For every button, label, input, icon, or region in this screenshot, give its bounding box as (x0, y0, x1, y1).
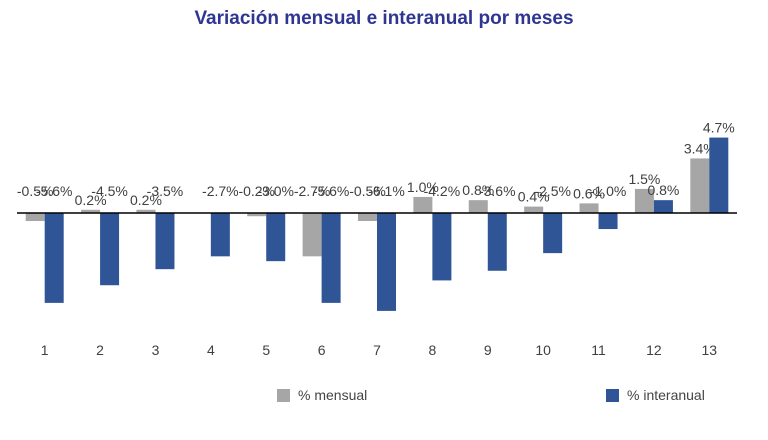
x-tick-label-10: 10 (535, 342, 551, 358)
bar-mensual-9 (468, 200, 488, 213)
data-label-mensual-8: 1.0% (407, 179, 439, 195)
data-label-mensual-6: -2.7% (294, 183, 331, 199)
data-label-interanual-1: -5.6% (36, 183, 73, 199)
x-tick-label-5: 5 (262, 342, 270, 358)
data-label-interanual-10: -2.5% (534, 183, 571, 199)
x-tick-label-3: 3 (152, 342, 160, 358)
data-label-mensual-5: -0.2% (238, 183, 275, 199)
data-label-interanual-7: -6.1% (368, 183, 405, 199)
bar-mensual-12 (634, 188, 654, 213)
legend-swatch-interanual (606, 388, 619, 402)
data-label-interanual-8: -4.2% (424, 183, 461, 199)
legend-item-mensual: % mensual (277, 387, 367, 403)
data-label-mensual-2: 0.2% (75, 192, 107, 208)
bar-interanual-10 (543, 213, 563, 254)
x-tick-label-8: 8 (428, 342, 436, 358)
legend-swatch-mensual (277, 388, 290, 402)
bar-mensual-3 (136, 209, 156, 213)
data-label-interanual-6: -5.6% (313, 183, 350, 199)
legend-label-mensual: % mensual (298, 387, 368, 403)
data-label-interanual-9: -3.6% (479, 183, 516, 199)
data-label-mensual-10: 0.4% (518, 189, 550, 205)
bar-interanual-1 (44, 213, 64, 303)
bar-interanual-9 (487, 213, 507, 271)
bar-interanual-6 (321, 213, 341, 303)
data-label-interanual-12: 0.8% (647, 182, 679, 198)
data-label-mensual-12: 1.5% (628, 171, 660, 187)
bar-interanual-11 (598, 213, 618, 230)
data-label-interanual-5: -3.0% (257, 183, 294, 199)
data-label-mensual-1: -0.5% (17, 183, 54, 199)
x-tick-label-11: 11 (591, 342, 606, 358)
bar-interanual-3 (155, 213, 175, 270)
x-tick-label-6: 6 (318, 342, 326, 358)
data-label-mensual-7: -0.5% (349, 183, 386, 199)
bar-interanual-13 (709, 137, 729, 213)
bar-mensual-5 (247, 213, 267, 217)
data-label-mensual-9: 0.8% (462, 182, 494, 198)
data-label-mensual-13: 3.4% (684, 140, 716, 156)
chart-title: Variación mensual e interanual por meses (194, 8, 574, 29)
data-label-interanual-2: -4.5% (91, 183, 128, 199)
bar-mensual-8 (413, 196, 433, 213)
x-tick-label-7: 7 (373, 342, 381, 358)
bar-mensual-11 (579, 203, 599, 213)
bar-interanual-12 (653, 200, 673, 213)
bar-mensual-7 (358, 213, 377, 222)
x-tick-label-1: 1 (41, 342, 49, 358)
data-label-interanual-13: 4.7% (703, 120, 735, 136)
bar-mensual-10 (524, 206, 544, 213)
bar-interanual-8 (432, 213, 452, 281)
bar-mensual-6 (302, 213, 322, 257)
bar-interanual-5 (266, 213, 286, 262)
x-tick-label-4: 4 (207, 342, 215, 358)
data-label-interanual-4: -2.7% (202, 183, 239, 199)
data-label-interanual-3: -3.5% (147, 183, 184, 199)
x-tick-label-12: 12 (646, 342, 662, 358)
x-tick-label-13: 13 (702, 342, 718, 358)
bar-interanual-7 (377, 213, 396, 311)
bar-mensual-1 (25, 213, 45, 222)
legend-label-interanual: % interanual (627, 387, 705, 403)
bar-interanual-4 (210, 213, 230, 257)
x-tick-label-9: 9 (484, 342, 492, 358)
data-label-mensual-11: 0.6% (573, 185, 605, 201)
legend-item-interanual: % interanual (606, 387, 705, 403)
bar-interanual-2 (100, 213, 120, 286)
bar-mensual-2 (81, 209, 101, 213)
data-label-interanual-11: -1.0% (590, 183, 627, 199)
x-tick-label-2: 2 (96, 342, 104, 358)
data-label-mensual-3: 0.2% (130, 192, 162, 208)
bar-mensual-13 (690, 158, 710, 213)
